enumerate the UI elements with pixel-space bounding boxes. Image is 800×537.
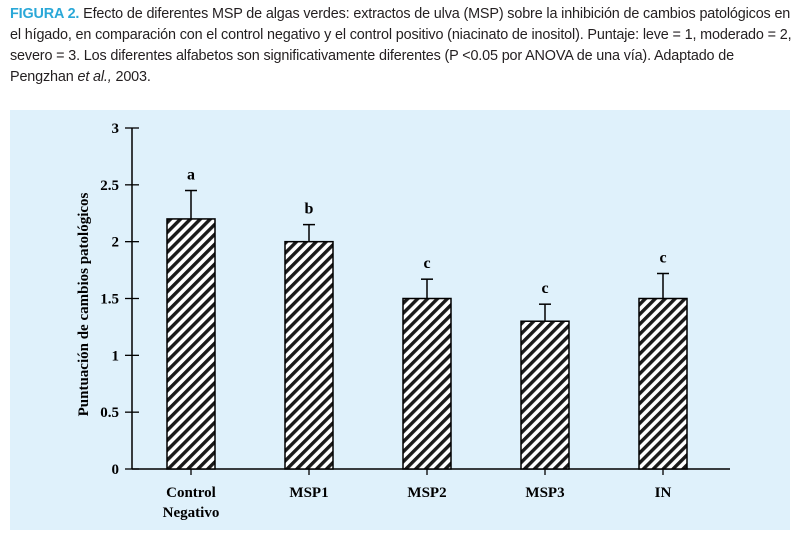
y-tick-label: 0.5: [100, 405, 119, 421]
significance-letter: b: [305, 201, 314, 218]
significance-letter: a: [187, 167, 195, 184]
y-tick-label: 1: [112, 348, 120, 364]
y-tick-label: 3: [112, 121, 120, 137]
category-label: MSP1: [289, 485, 328, 501]
y-tick-label: 1.5: [100, 292, 119, 308]
y-tick-label: 0: [112, 462, 120, 478]
y-tick-label: 2: [112, 235, 120, 251]
y-tick-label: 2.5: [100, 178, 119, 194]
category-label: Control: [166, 485, 216, 501]
bar: [166, 218, 216, 470]
bar: [284, 240, 334, 470]
figure-caption: FIGURA 2. Efecto de diferentes MSP de al…: [10, 4, 794, 88]
caption-text: Efecto de diferentes MSP de algas verdes…: [10, 6, 792, 85]
category-label: IN: [655, 485, 672, 501]
category-label: MSP2: [407, 485, 446, 501]
caption-italic: et al.,: [77, 69, 112, 85]
bar-chart: 0 0.5 1 1.5 2 2.5 3 Puntuación de cambios patol…: [76, 121, 730, 521]
bar: [402, 297, 452, 470]
significance-letter: c: [541, 280, 548, 297]
category-label: Negativo: [163, 505, 220, 521]
chart-panel: 0 0.5 1 1.5 2 2.5 3 Puntuación de cambios patol…: [10, 110, 790, 530]
y-axis-title: Puntuación de cambios patológicos: [76, 192, 92, 416]
category-label: MSP3: [525, 485, 564, 501]
significance-letter: c: [423, 255, 430, 272]
bar: [520, 320, 570, 470]
caption-end: 2003.: [111, 69, 151, 85]
bar: [638, 297, 688, 470]
significance-letter: c: [659, 249, 666, 266]
figure-label: FIGURA 2.: [10, 6, 80, 22]
